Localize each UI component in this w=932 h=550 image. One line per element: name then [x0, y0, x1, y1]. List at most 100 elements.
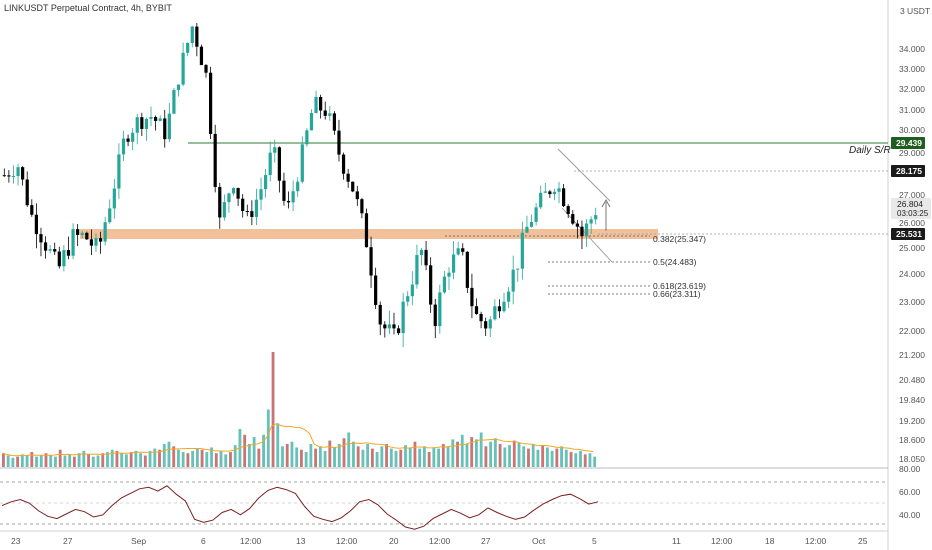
- candle-up[interactable]: [552, 191, 557, 195]
- candle-up[interactable]: [131, 132, 135, 142]
- candle-up[interactable]: [447, 272, 451, 277]
- channel-upper-line[interactable]: [557, 148, 611, 202]
- candle-up[interactable]: [71, 229, 75, 256]
- candle-down[interactable]: [479, 313, 483, 322]
- candle-down[interactable]: [43, 242, 48, 251]
- candle-down[interactable]: [383, 324, 387, 329]
- candle-down[interactable]: [378, 304, 382, 325]
- candle-up[interactable]: [584, 223, 589, 237]
- candle-up[interactable]: [300, 144, 304, 182]
- candle-up[interactable]: [135, 117, 139, 133]
- candle-up[interactable]: [158, 118, 162, 121]
- candle-up[interactable]: [296, 181, 300, 192]
- candle-down[interactable]: [474, 306, 479, 314]
- candle-down[interactable]: [66, 250, 71, 256]
- candle-up[interactable]: [167, 113, 171, 140]
- candle-up[interactable]: [259, 189, 263, 200]
- candle-up[interactable]: [121, 138, 126, 155]
- candle-down[interactable]: [85, 232, 89, 240]
- candle-down[interactable]: [571, 214, 575, 224]
- candle-down[interactable]: [465, 251, 469, 288]
- candle-up[interactable]: [451, 254, 456, 273]
- candle-up[interactable]: [11, 176, 16, 178]
- candle-up[interactable]: [62, 250, 66, 267]
- candle-down[interactable]: [392, 324, 396, 329]
- candle-up[interactable]: [493, 306, 497, 320]
- candle-up[interactable]: [442, 276, 447, 293]
- candle-up[interactable]: [80, 232, 84, 235]
- rsi-line[interactable]: [1, 485, 599, 530]
- candle-up[interactable]: [227, 193, 231, 203]
- candle-down[interactable]: [337, 130, 341, 155]
- candle-up[interactable]: [456, 248, 460, 255]
- candle-down[interactable]: [424, 249, 428, 266]
- candle-up[interactable]: [406, 296, 410, 302]
- candle-down[interactable]: [2, 175, 6, 177]
- candle-up[interactable]: [520, 232, 524, 269]
- candle-up[interactable]: [314, 96, 318, 114]
- candle-down[interactable]: [245, 211, 249, 213]
- candle-down[interactable]: [374, 275, 378, 305]
- candle-down[interactable]: [53, 249, 57, 252]
- candle-down[interactable]: [204, 65, 208, 73]
- candle-down[interactable]: [34, 214, 38, 235]
- candle-down[interactable]: [484, 321, 488, 329]
- candle-down[interactable]: [351, 181, 355, 192]
- candle-down[interactable]: [277, 147, 281, 181]
- price-axis[interactable]: 3 USDT 34.000 33.000 32.000 31.000 30.00…: [899, 6, 930, 520]
- candle-down[interactable]: [250, 211, 254, 217]
- candle-up[interactable]: [488, 319, 492, 329]
- candle-down[interactable]: [575, 223, 579, 227]
- candle-down[interactable]: [355, 191, 359, 200]
- candle-up[interactable]: [410, 284, 414, 297]
- candlesticks[interactable]: [2, 22, 598, 348]
- candle-down[interactable]: [76, 229, 80, 235]
- candle-down[interactable]: [497, 306, 502, 312]
- candle-up[interactable]: [176, 84, 181, 91]
- candle-up[interactable]: [181, 52, 185, 85]
- candle-down[interactable]: [566, 206, 570, 215]
- candle-up[interactable]: [534, 207, 538, 222]
- candle-down[interactable]: [98, 238, 103, 242]
- candle-up[interactable]: [268, 152, 272, 176]
- candle-down[interactable]: [433, 304, 437, 327]
- candle-down[interactable]: [57, 251, 61, 267]
- candle-up[interactable]: [529, 221, 534, 227]
- candle-down[interactable]: [341, 154, 346, 174]
- candle-down[interactable]: [213, 133, 217, 187]
- candle-down[interactable]: [153, 117, 158, 121]
- candle-down[interactable]: [470, 287, 474, 307]
- candle-down[interactable]: [195, 26, 199, 47]
- candle-up[interactable]: [589, 219, 593, 224]
- candle-down[interactable]: [319, 96, 323, 111]
- candle-up[interactable]: [112, 188, 116, 209]
- candle-up[interactable]: [543, 191, 547, 193]
- time-axis[interactable]: 23 27 Sep 6 12:00 13 12:00 20 12:00 27 O…: [11, 536, 868, 546]
- candle-down[interactable]: [218, 186, 222, 218]
- candle-up[interactable]: [144, 118, 149, 129]
- candle-up[interactable]: [231, 188, 236, 194]
- candle-up[interactable]: [506, 291, 511, 302]
- candle-down[interactable]: [396, 328, 401, 334]
- candle-up[interactable]: [516, 268, 520, 270]
- candle-down[interactable]: [199, 46, 204, 66]
- candle-down[interactable]: [562, 188, 566, 207]
- candle-up[interactable]: [557, 188, 561, 192]
- candle-down[interactable]: [163, 118, 167, 140]
- candle-up[interactable]: [525, 226, 529, 233]
- candle-up[interactable]: [186, 42, 190, 53]
- candle-down[interactable]: [360, 199, 364, 214]
- candle-down[interactable]: [461, 248, 465, 252]
- candle-up[interactable]: [103, 222, 107, 242]
- candle-down[interactable]: [25, 179, 29, 206]
- candle-up[interactable]: [401, 301, 405, 334]
- candle-down[interactable]: [30, 205, 34, 215]
- candle-up[interactable]: [415, 255, 419, 285]
- candle-down[interactable]: [241, 198, 245, 212]
- candle-up[interactable]: [594, 215, 598, 220]
- candle-up[interactable]: [291, 191, 295, 203]
- candle-up[interactable]: [254, 199, 259, 217]
- candle-up[interactable]: [328, 113, 332, 116]
- candle-down[interactable]: [89, 239, 94, 246]
